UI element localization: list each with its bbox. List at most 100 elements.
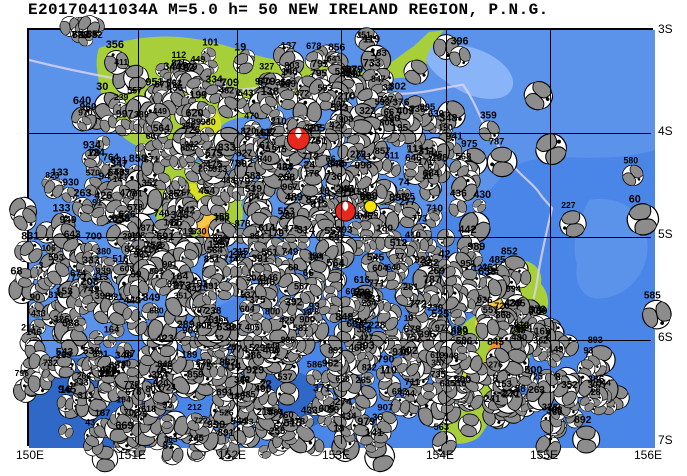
svg-text:225: 225 xyxy=(108,213,126,225)
svg-text:91: 91 xyxy=(92,198,102,208)
svg-text:265: 265 xyxy=(356,375,372,385)
svg-text:500: 500 xyxy=(524,365,542,377)
svg-text:654: 654 xyxy=(167,278,183,289)
svg-text:146: 146 xyxy=(26,327,41,337)
svg-text:975: 975 xyxy=(461,139,478,150)
svg-text:509: 509 xyxy=(528,305,543,315)
svg-text:782: 782 xyxy=(214,214,229,224)
svg-text:238: 238 xyxy=(205,306,222,317)
svg-text:155: 155 xyxy=(80,29,98,41)
svg-text:840: 840 xyxy=(257,154,272,164)
svg-text:241: 241 xyxy=(484,394,501,405)
svg-text:456: 456 xyxy=(167,83,184,94)
svg-text:557: 557 xyxy=(294,282,309,292)
svg-text:43: 43 xyxy=(85,417,95,427)
svg-text:735: 735 xyxy=(430,369,446,379)
svg-text:448: 448 xyxy=(266,341,281,351)
svg-text:697: 697 xyxy=(329,233,345,244)
svg-text:882: 882 xyxy=(219,358,236,369)
svg-text:680: 680 xyxy=(149,306,164,316)
svg-text:891: 891 xyxy=(93,349,110,360)
svg-text:8: 8 xyxy=(555,371,561,383)
svg-text:977: 977 xyxy=(435,323,451,333)
svg-text:605: 605 xyxy=(319,404,336,415)
svg-text:711: 711 xyxy=(405,377,421,388)
svg-text:936: 936 xyxy=(477,294,493,305)
svg-text:313: 313 xyxy=(78,389,94,400)
svg-text:212: 212 xyxy=(187,402,202,412)
svg-text:3: 3 xyxy=(38,260,43,270)
svg-text:545: 545 xyxy=(367,251,385,263)
svg-text:7: 7 xyxy=(69,362,74,372)
svg-text:512: 512 xyxy=(390,237,408,249)
svg-text:10: 10 xyxy=(404,313,414,323)
svg-text:60: 60 xyxy=(629,193,641,205)
svg-text:153: 153 xyxy=(496,379,511,389)
svg-text:423: 423 xyxy=(156,333,174,345)
svg-text:480: 480 xyxy=(511,333,527,344)
svg-text:276: 276 xyxy=(488,360,503,370)
svg-text:641: 641 xyxy=(327,54,342,64)
svg-text:60: 60 xyxy=(288,261,298,272)
svg-text:915: 915 xyxy=(272,144,287,154)
svg-text:356: 356 xyxy=(106,39,124,51)
svg-text:163: 163 xyxy=(163,434,177,444)
svg-text:429: 429 xyxy=(279,316,294,326)
svg-text:827: 827 xyxy=(236,148,253,159)
svg-text:359: 359 xyxy=(480,111,497,122)
svg-text:952: 952 xyxy=(322,359,339,370)
svg-text:821: 821 xyxy=(109,292,124,302)
svg-text:918: 918 xyxy=(392,347,410,359)
svg-text:405: 405 xyxy=(245,323,260,333)
svg-text:787: 787 xyxy=(489,137,504,147)
svg-text:847: 847 xyxy=(248,192,265,203)
svg-text:679: 679 xyxy=(196,358,211,368)
svg-text:59: 59 xyxy=(130,270,142,281)
svg-text:245: 245 xyxy=(336,184,354,196)
svg-text:400: 400 xyxy=(454,375,471,386)
svg-text:593: 593 xyxy=(318,83,333,93)
svg-text:808: 808 xyxy=(379,117,394,127)
svg-text:490: 490 xyxy=(451,325,468,336)
svg-text:646: 646 xyxy=(405,153,422,164)
svg-text:263: 263 xyxy=(528,385,545,396)
svg-text:395: 395 xyxy=(213,316,229,326)
svg-text:585: 585 xyxy=(644,291,661,302)
svg-text:669: 669 xyxy=(115,420,133,432)
svg-text:436: 436 xyxy=(450,189,467,200)
svg-text:671: 671 xyxy=(144,154,160,164)
svg-text:64: 64 xyxy=(282,162,293,172)
svg-text:900: 900 xyxy=(299,314,315,325)
svg-text:833: 833 xyxy=(218,142,236,154)
svg-text:88: 88 xyxy=(515,384,526,395)
svg-text:568: 568 xyxy=(455,151,472,162)
svg-text:848: 848 xyxy=(335,311,353,323)
svg-text:132: 132 xyxy=(151,242,166,252)
svg-text:327: 327 xyxy=(259,62,274,72)
svg-text:141: 141 xyxy=(365,427,383,439)
svg-text:434: 434 xyxy=(340,412,357,423)
svg-text:19: 19 xyxy=(234,42,246,54)
svg-text:749: 749 xyxy=(282,247,299,258)
svg-text:791: 791 xyxy=(128,189,143,199)
svg-text:93: 93 xyxy=(584,346,594,356)
svg-text:722: 722 xyxy=(194,416,209,426)
svg-text:796: 796 xyxy=(15,368,30,378)
svg-text:90: 90 xyxy=(30,293,41,304)
svg-text:719: 719 xyxy=(178,226,194,237)
svg-text:543: 543 xyxy=(330,102,348,114)
svg-text:210: 210 xyxy=(271,116,287,127)
svg-text:771: 771 xyxy=(369,279,386,290)
svg-text:583: 583 xyxy=(244,171,261,182)
svg-text:537: 537 xyxy=(240,290,255,300)
svg-text:179: 179 xyxy=(267,228,284,239)
svg-text:380: 380 xyxy=(96,247,111,257)
svg-text:351: 351 xyxy=(142,178,159,189)
svg-text:848: 848 xyxy=(157,359,172,369)
svg-text:997: 997 xyxy=(116,108,134,120)
svg-text:180: 180 xyxy=(376,223,393,234)
svg-text:307: 307 xyxy=(588,380,603,390)
svg-text:790: 790 xyxy=(377,355,395,366)
svg-text:101: 101 xyxy=(202,38,219,49)
svg-text:845: 845 xyxy=(487,337,504,348)
